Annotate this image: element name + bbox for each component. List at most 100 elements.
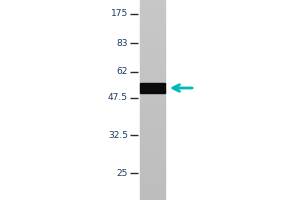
Bar [140,114,165,116]
Bar [140,28,165,30]
Bar [140,88,165,90]
Bar [140,72,165,74]
Bar [140,192,165,194]
Bar [140,4,165,6]
Bar [140,130,165,132]
Bar [140,132,165,134]
Bar [140,62,165,64]
Bar [140,94,165,96]
Bar [140,84,165,86]
Bar [140,186,165,188]
Bar [140,184,165,186]
Bar [140,42,165,44]
Bar [140,146,165,148]
Bar [140,178,165,180]
Text: 47.5: 47.5 [108,94,128,102]
Bar [140,136,165,138]
Bar [140,112,165,114]
Bar [140,38,165,40]
Text: 175: 175 [111,9,128,19]
Bar [140,80,165,82]
Bar [140,52,165,54]
Bar [140,18,165,20]
Bar [140,40,165,42]
Bar [140,10,165,12]
Bar [140,6,165,8]
Bar [140,152,165,154]
Bar [140,34,165,36]
Bar [140,118,165,120]
Bar [140,180,165,182]
Bar [140,156,165,158]
Bar [140,158,165,160]
Bar [140,126,165,128]
Bar [140,172,165,174]
Bar [140,82,165,84]
Bar [140,134,165,136]
Bar [140,150,165,152]
Bar [140,108,165,110]
Bar [140,188,165,190]
Bar [140,106,165,108]
Bar [140,36,165,38]
Bar [140,140,165,142]
Bar [140,198,165,200]
Bar [140,74,165,76]
Text: 83: 83 [116,38,128,47]
Bar [140,174,165,176]
Bar [140,54,165,56]
Bar [140,196,165,198]
Bar [140,70,165,72]
Bar [140,68,165,70]
Bar [140,64,165,66]
Text: 62: 62 [117,68,128,76]
Bar [140,166,165,168]
Bar [140,148,165,150]
Bar [140,60,165,62]
Bar [140,154,165,156]
Bar [140,92,165,94]
Bar [140,0,165,2]
Bar [140,8,165,10]
Bar [140,30,165,32]
Bar [140,138,165,140]
Bar [140,14,165,16]
Bar [140,102,165,104]
Bar [140,168,165,170]
Bar [140,20,165,22]
Bar [140,110,165,112]
Bar [140,66,165,68]
Bar [140,44,165,46]
Bar [140,78,165,80]
Bar [140,164,165,166]
Bar [140,160,165,162]
Bar [140,12,165,14]
Bar [140,32,165,34]
Bar [140,100,165,102]
Bar [140,104,165,106]
Text: 32.5: 32.5 [108,130,128,140]
Bar [140,176,165,178]
Bar [140,194,165,196]
Bar [140,142,165,144]
Bar [140,24,165,26]
Bar [140,144,165,146]
Bar [140,58,165,60]
Bar [140,16,165,18]
Bar [140,162,165,164]
Bar [140,56,165,58]
Bar [140,96,165,98]
Bar [140,50,165,52]
Bar [140,48,165,50]
Bar [140,98,165,100]
Bar [140,128,165,130]
Bar [140,170,165,172]
Bar [140,122,165,124]
Bar [140,124,165,126]
Bar [140,86,165,88]
Bar [140,26,165,28]
Bar [140,2,165,4]
Bar [140,90,165,92]
Bar [140,182,165,184]
Bar [140,46,165,48]
